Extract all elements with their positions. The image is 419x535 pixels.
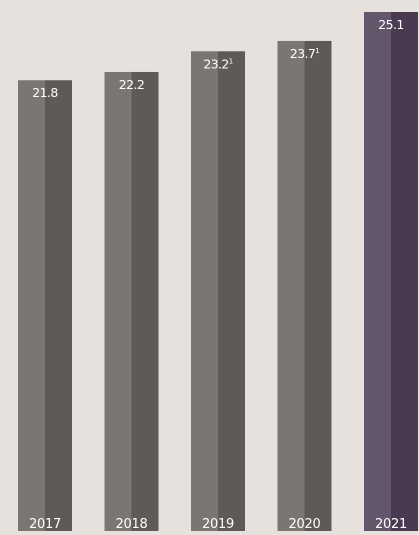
footnote-mark: 1 xyxy=(315,47,319,55)
footnote-mark: 1 xyxy=(229,57,233,65)
value-label: 21.8 xyxy=(32,85,58,100)
bar-face-dark xyxy=(45,80,72,532)
category-label: 2021 xyxy=(375,517,407,531)
category-label: 2019 xyxy=(202,517,234,531)
value-label: 22.2 xyxy=(119,77,144,92)
bar-face-dark xyxy=(391,12,418,531)
category-label: 2020 xyxy=(289,517,321,531)
bar-face-light xyxy=(277,40,305,531)
bar-face-light xyxy=(364,12,391,531)
bar-face-light xyxy=(191,51,218,531)
bar-2017: 21.8 2017 xyxy=(18,80,72,532)
bar-face-light xyxy=(18,80,45,532)
category-label: 2017 xyxy=(29,517,61,531)
bar-face-dark xyxy=(218,51,245,531)
category-label: 2018 xyxy=(116,517,148,531)
bar-face-light xyxy=(104,71,132,531)
bar-2018: 22.2 2018 xyxy=(104,71,159,532)
value-label: 23.71 xyxy=(290,46,319,61)
bar-2021: 25.1 2021 xyxy=(364,12,418,532)
value-label: 25.1 xyxy=(378,17,403,32)
bar-face-dark xyxy=(131,71,159,531)
bar-2019: 23.21 2019 xyxy=(191,51,245,532)
bar-2020: 23.71 2020 xyxy=(277,40,332,532)
bar-face-dark xyxy=(304,40,332,531)
value-label: 23.21 xyxy=(203,56,232,71)
